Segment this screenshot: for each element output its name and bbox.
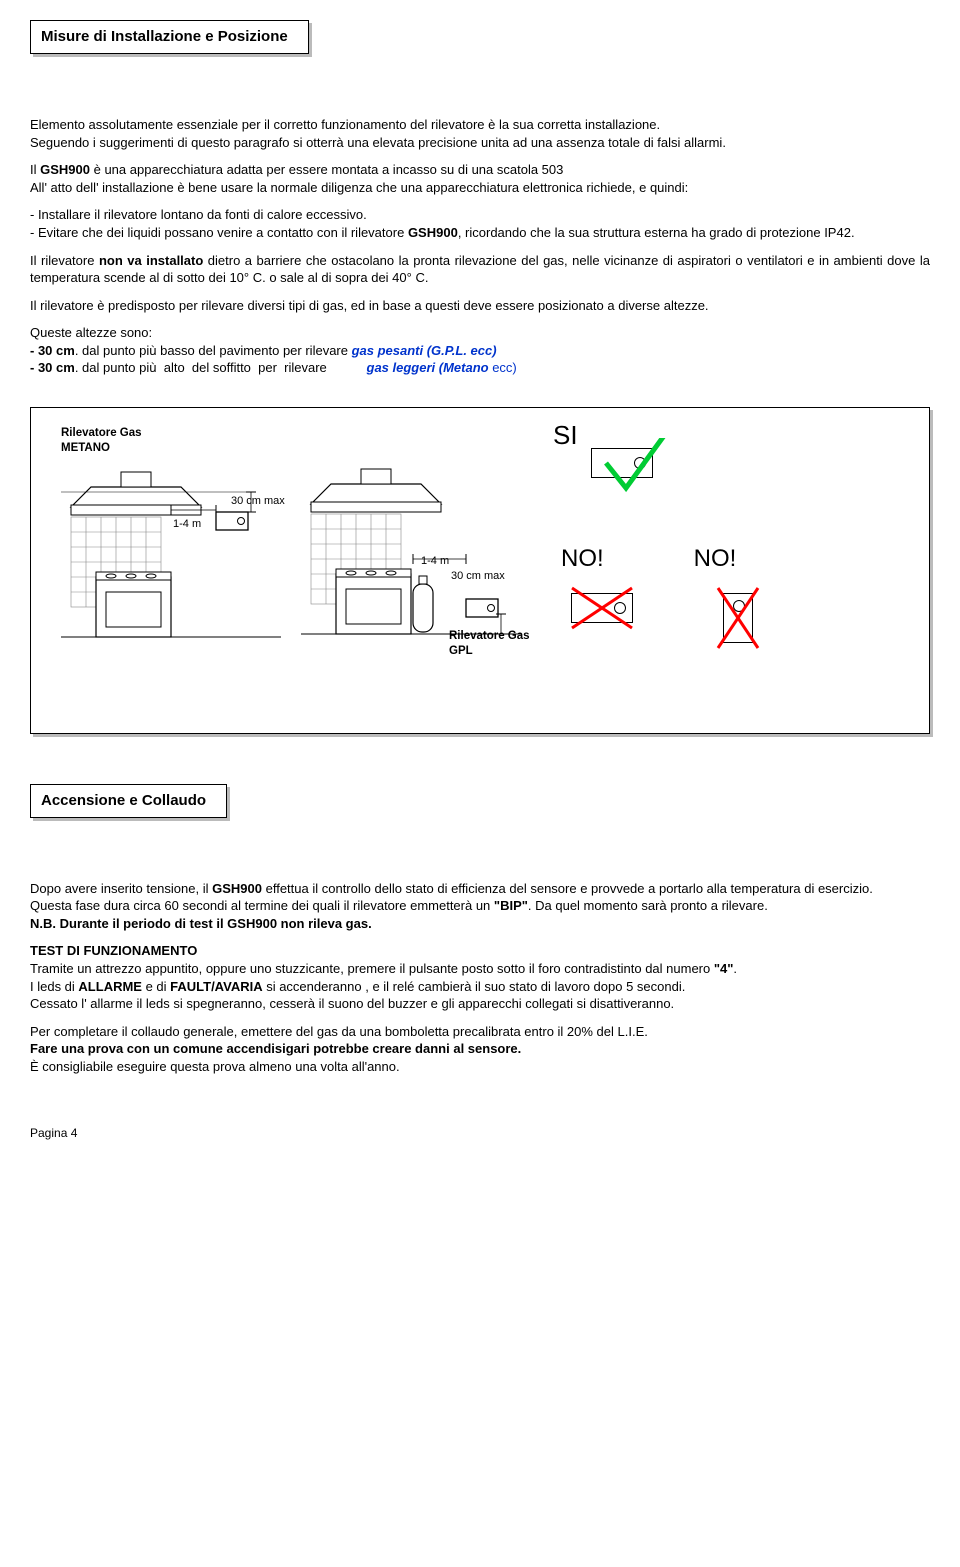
label-no: NO! <box>694 543 737 575</box>
si-no-block: SI NO! NO! <box>551 426 899 648</box>
text-bold: FAULT/AVARIA <box>170 979 262 994</box>
text: - Evitare che dei liquidi possano venire… <box>30 225 408 240</box>
text: effettua il controllo dello stato di eff… <box>262 881 873 896</box>
text-bold: ALLARME <box>78 979 142 994</box>
text: È consigliabile eseguire questa prova al… <box>30 1059 400 1074</box>
text: è una apparecchiatura adatta per essere … <box>90 162 563 177</box>
label-30cm: 30 cm max <box>231 494 311 509</box>
text: METANO <box>61 442 110 454</box>
text-bold: "4" <box>714 961 734 976</box>
kitchen-drawing <box>61 457 281 657</box>
note: N.B. Durante il periodo di test il GSH90… <box>30 916 372 931</box>
text: Seguendo i suggerimenti di questo paragr… <box>30 135 726 150</box>
text-bold: "BIP" <box>494 898 528 913</box>
sensor-wrong-h <box>571 593 633 648</box>
text: Queste altezze sono: <box>30 325 152 340</box>
text: Rilevatore Gas <box>449 630 530 642</box>
label-si: SI <box>553 418 578 453</box>
section-title-installation: Misure di Installazione e Posizione <box>30 20 309 54</box>
text: Rilevatore Gas <box>61 427 142 439</box>
diagram-label: Rilevatore Gas METANO <box>61 426 301 457</box>
text: I leds di <box>30 979 78 994</box>
text-emphasis: ecc) <box>489 360 517 375</box>
spacer <box>30 850 930 880</box>
text: si accenderanno , e il relé cambierà il … <box>263 979 686 994</box>
text: Elemento assolutamente essenziale per il… <box>30 117 660 132</box>
text: Dopo avere inserito tensione, il <box>30 881 212 896</box>
text: GPL <box>449 645 473 657</box>
text: - 30 cm <box>30 343 75 358</box>
text: . Da quel momento sarà pronto a rilevare… <box>528 898 768 913</box>
installation-diagram: Rilevatore Gas METANO <box>30 407 930 734</box>
heading-test: TEST DI FUNZIONAMENTO <box>30 943 197 958</box>
text: . dal punto più basso del pavimento per … <box>75 343 352 358</box>
model-name: GSH900 <box>212 881 262 896</box>
text: e di <box>142 979 170 994</box>
text-emphasis: gas pesanti (G.P.L. ecc) <box>352 343 497 358</box>
label-14m: 1-4 m <box>421 554 471 569</box>
text: Il <box>30 162 40 177</box>
diagram-metano: Rilevatore Gas METANO <box>61 426 301 687</box>
page-number: Pagina 4 <box>30 1125 930 1141</box>
text: Questa fase dura circa 60 secondi al ter… <box>30 898 494 913</box>
paragraph: Queste altezze sono: - 30 cm. dal punto … <box>30 324 930 377</box>
text: - 30 cm <box>30 360 75 375</box>
warning: Fare una prova con un comune accendisiga… <box>30 1041 521 1056</box>
diagram-gpl: 1-4 m 30 cm max Rilevatore Gas GPL <box>301 426 551 715</box>
label-14m: 1-4 m <box>173 517 223 532</box>
text: . dal punto più alto del soffitto per ri… <box>75 360 367 375</box>
text: Il rilevatore <box>30 253 99 268</box>
paragraph: Per completare il collaudo generale, eme… <box>30 1023 930 1076</box>
kitchen-drawing <box>301 454 521 654</box>
text: Per completare il collaudo generale, eme… <box>30 1024 648 1039</box>
section-title-startup: Accensione e Collaudo <box>30 784 227 818</box>
paragraph: Elemento assolutamente essenziale per il… <box>30 116 930 151</box>
paragraph: Il rilevatore non va installato dietro a… <box>30 252 930 287</box>
paragraph: Il GSH900 è una apparecchiatura adatta p… <box>30 161 930 196</box>
model-name: GSH900 <box>408 225 458 240</box>
text: Tramite un attrezzo appuntito, oppure un… <box>30 961 714 976</box>
label-no: NO! <box>561 543 604 575</box>
text: - Installare il rilevatore lontano da fo… <box>30 207 367 222</box>
paragraph: TEST DI FUNZIONAMENTO Tramite un attrezz… <box>30 942 930 1012</box>
text: . <box>733 961 737 976</box>
sensor-correct <box>591 448 653 483</box>
text: All' atto dell' installazione è bene usa… <box>30 180 688 195</box>
text-bold: non va installato <box>99 253 203 268</box>
text: Cessato l' allarme il leds si spegnerann… <box>30 996 674 1011</box>
paragraph: Dopo avere inserito tensione, il GSH900 … <box>30 880 930 933</box>
label-30cm: 30 cm max <box>451 569 541 584</box>
paragraph: Il rilevatore è predisposto per rilevare… <box>30 297 930 315</box>
spacer <box>30 86 930 116</box>
text: , ricordando che la sua struttura estern… <box>458 225 855 240</box>
sensor-wrong-v <box>723 593 753 648</box>
model-name: GSH900 <box>40 162 90 177</box>
text-emphasis: gas leggeri (Metano <box>367 360 489 375</box>
paragraph: - Installare il rilevatore lontano da fo… <box>30 206 930 241</box>
